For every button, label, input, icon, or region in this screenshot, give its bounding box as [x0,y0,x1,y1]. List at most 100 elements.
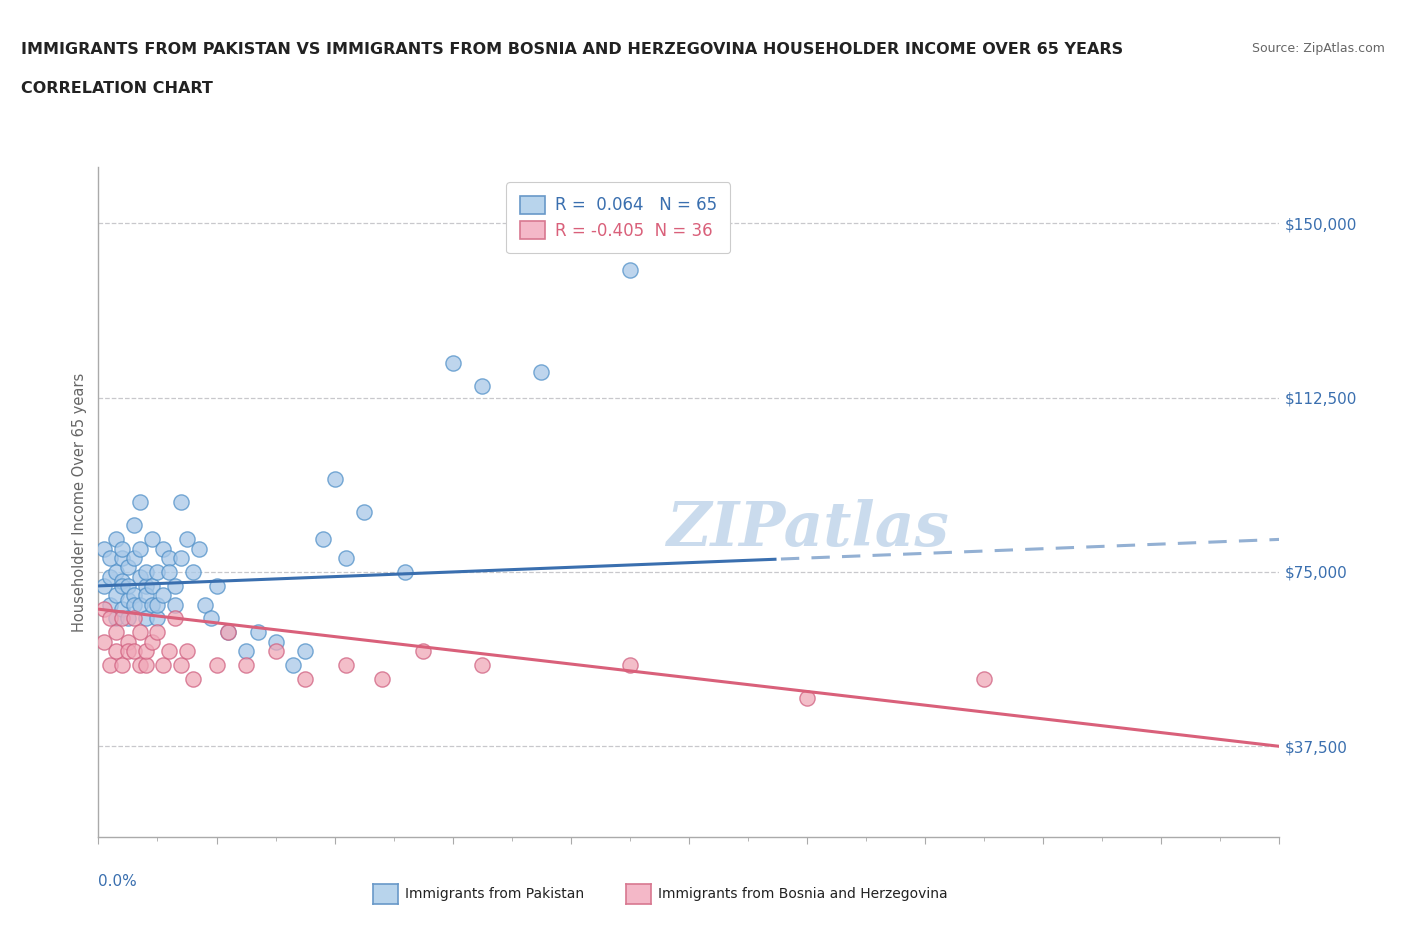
Point [128,625,150,640]
Text: ZIPatlas: ZIPatlas [665,499,949,559]
Point [165,611,187,626]
Point [128,569,150,584]
Point [111,541,134,556]
Point [170,495,193,510]
Point [146,565,169,579]
Point [111,602,134,617]
Point [93,602,115,617]
Point [98,597,121,612]
Point [796,690,818,705]
Y-axis label: Householder Income Over 65 years: Householder Income Over 65 years [72,373,87,631]
Point [93,634,115,649]
Point [235,658,257,672]
Point [128,658,150,672]
Point [105,588,128,603]
Point [619,262,641,277]
Point [441,355,464,370]
Point [122,611,145,626]
Point [194,597,217,612]
Point [128,495,150,510]
Point [117,611,139,626]
Point [141,532,163,547]
Point [105,611,128,626]
Point [973,671,995,686]
Point [128,597,150,612]
Point [141,634,163,649]
Text: Immigrants from Pakistan: Immigrants from Pakistan [405,886,583,901]
Point [412,644,434,658]
Point [122,518,145,533]
Point [294,644,316,658]
Point [146,597,169,612]
Point [111,574,134,589]
Point [152,541,174,556]
Point [105,644,128,658]
Point [152,588,174,603]
Point [117,578,139,593]
Point [135,578,157,593]
Point [98,569,121,584]
Point [217,625,239,640]
Point [181,671,204,686]
Point [146,611,169,626]
Point [98,551,121,565]
Text: CORRELATION CHART: CORRELATION CHART [21,81,212,96]
Point [111,658,134,672]
Point [165,578,187,593]
Point [105,625,128,640]
Point [117,560,139,575]
Point [93,578,115,593]
Legend: R =  0.064   N = 65, R = -0.405  N = 36: R = 0.064 N = 65, R = -0.405 N = 36 [506,182,730,253]
Point [117,644,139,658]
Point [181,565,204,579]
Point [323,472,346,486]
Point [530,365,553,379]
Point [170,658,193,672]
Point [105,565,128,579]
Point [157,551,180,565]
Point [170,551,193,565]
Point [157,565,180,579]
Point [157,644,180,658]
Point [122,644,145,658]
Point [176,644,198,658]
Point [122,597,145,612]
Point [98,658,121,672]
Point [619,658,641,672]
Point [111,551,134,565]
Text: IMMIGRANTS FROM PAKISTAN VS IMMIGRANTS FROM BOSNIA AND HERZEGOVINA HOUSEHOLDER I: IMMIGRANTS FROM PAKISTAN VS IMMIGRANTS F… [21,42,1123,57]
Point [283,658,305,672]
Point [117,634,139,649]
Point [98,611,121,626]
Point [105,532,128,547]
Point [176,532,198,547]
Point [471,658,494,672]
Point [353,504,375,519]
Point [294,671,316,686]
Point [141,578,163,593]
Point [122,551,145,565]
Text: Immigrants from Bosnia and Herzegovina: Immigrants from Bosnia and Herzegovina [658,886,948,901]
Point [165,597,187,612]
Point [205,658,228,672]
Point [93,541,115,556]
Point [264,634,287,649]
Point [135,565,157,579]
Point [246,625,269,640]
Point [135,658,157,672]
Point [135,611,157,626]
Text: Source: ZipAtlas.com: Source: ZipAtlas.com [1251,42,1385,55]
Point [122,588,145,603]
Point [471,379,494,393]
Point [141,597,163,612]
Point [146,625,169,640]
Point [128,541,150,556]
Point [135,644,157,658]
Point [205,578,228,593]
Point [371,671,394,686]
Point [152,658,174,672]
Point [264,644,287,658]
Point [111,578,134,593]
Point [135,588,157,603]
Point [312,532,335,547]
